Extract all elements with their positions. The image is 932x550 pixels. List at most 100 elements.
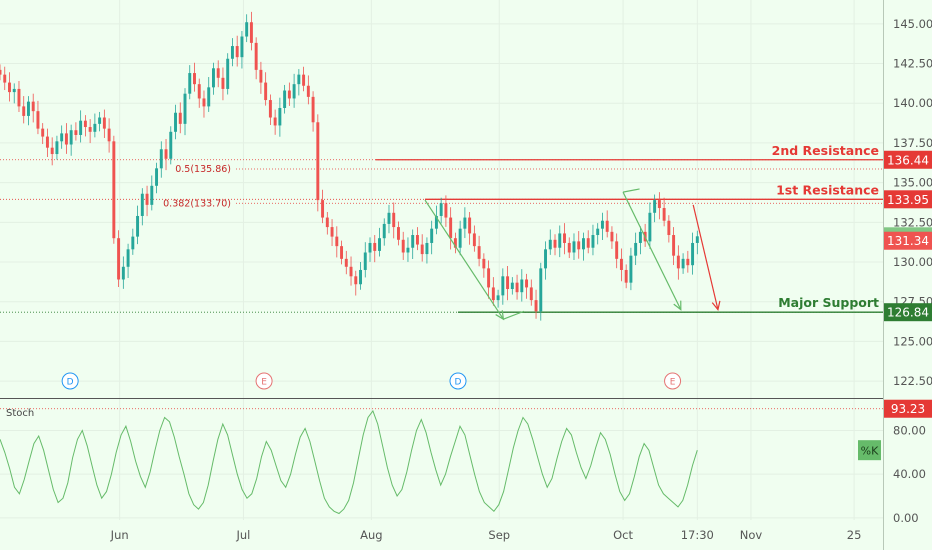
candle-body: [221, 77, 225, 89]
candle-body: [558, 233, 562, 248]
candle-body: [619, 258, 623, 270]
candle-body: [264, 82, 268, 101]
candle-body: [657, 200, 661, 209]
candle-body: [458, 228, 462, 248]
time-tick-label: 25: [847, 528, 862, 542]
event-marker: [664, 372, 682, 390]
price-tick-label: 122.50: [893, 374, 932, 388]
pattern-leg: [622, 188, 640, 193]
candle-body: [406, 247, 410, 253]
price-tick-label: 132.50: [893, 215, 932, 229]
price-tick-label: 135.00: [893, 176, 932, 190]
candle-body: [79, 120, 83, 135]
candle-body: [638, 231, 642, 243]
pattern-arrow-1-shaft: [424, 199, 504, 320]
candle-body: [112, 141, 116, 239]
candle-body: [553, 239, 557, 248]
candle-body: [36, 111, 40, 129]
candle-body: [240, 36, 244, 58]
price-tick-label: 130.00: [893, 255, 932, 269]
event-marker: [449, 372, 467, 390]
candle-body: [230, 46, 234, 59]
candle-body: [316, 122, 320, 201]
candle-body: [510, 282, 514, 290]
fib-label: 0.382(133.70): [163, 198, 231, 209]
candle-body: [183, 93, 187, 124]
candle-body: [150, 185, 154, 205]
fib-label: 0.5(135.86): [175, 164, 231, 175]
candle-body: [107, 128, 111, 142]
candle-body: [131, 236, 135, 250]
candle-body: [278, 107, 282, 126]
candle-body: [321, 200, 325, 218]
candle-body: [17, 88, 21, 107]
candle-body: [178, 112, 182, 124]
fib-lines: 0.5(135.86) 0.382(133.70): [163, 164, 883, 209]
level-price-tag-bg: [884, 303, 932, 322]
candle-body: [463, 217, 467, 229]
level-label: Major Support: [778, 295, 879, 310]
candle-body: [577, 241, 581, 250]
candle-body: [31, 101, 35, 112]
level-label: 2nd Resistance: [772, 143, 879, 158]
candle-body: [202, 98, 206, 107]
stoch-tick-label: 40.00: [893, 467, 926, 481]
candle-body: [572, 241, 576, 253]
candle-body: [306, 85, 310, 97]
candle-body: [235, 46, 239, 58]
candle-body: [520, 279, 524, 293]
candle-body: [22, 106, 26, 116]
candle-body: [297, 74, 301, 85]
stoch-k-badge-text: %K: [861, 445, 879, 458]
candle-body: [302, 74, 306, 86]
candle-body: [259, 69, 263, 83]
candle-body: [245, 22, 249, 37]
event-marker: [255, 372, 273, 390]
candle-body: [359, 269, 362, 285]
candle-body: [249, 22, 253, 43]
candle-body: [188, 73, 192, 94]
stoch-label: Stoch: [6, 408, 34, 419]
last-price-tag-bg: [884, 231, 932, 250]
candle-body: [434, 215, 438, 229]
price-tick-label: 125.00: [893, 334, 932, 348]
stoch-level-tag-bg: [884, 399, 932, 418]
candle-body: [449, 217, 453, 239]
candle-body: [529, 287, 533, 301]
candle-body: [544, 249, 547, 269]
stoch-level-tag-text: 93.23: [891, 402, 925, 416]
candle-body: [477, 246, 481, 259]
candle-body: [363, 252, 367, 270]
candle-body: [525, 279, 529, 288]
candle-body: [681, 258, 685, 269]
candle-body: [8, 82, 11, 93]
level-price-tag-bg: [884, 190, 932, 209]
candle-body: [392, 212, 396, 228]
pattern-arrow-2-shaft: [622, 191, 682, 310]
event-marker-label: E: [670, 378, 676, 388]
candle-body: [676, 255, 680, 269]
stoch-k-line: [0, 409, 698, 515]
candle-body: [169, 131, 173, 159]
candle-body: [74, 130, 78, 135]
candle-body: [273, 117, 277, 126]
price-tick-label: 140.00: [893, 96, 932, 110]
pattern-arrow-2-head: [673, 300, 682, 311]
candle-body: [534, 300, 538, 312]
candle-body: [207, 87, 211, 107]
candle-body: [629, 255, 633, 283]
candle-body: [482, 258, 486, 269]
projection-arrow-head: [711, 300, 721, 312]
candle-body: [254, 42, 258, 70]
level-label: 1st Resistance: [776, 182, 879, 197]
candle-body: [164, 149, 168, 159]
candle-body: [425, 242, 429, 255]
candle-body: [145, 193, 149, 205]
candle-body: [373, 242, 377, 251]
candle-body: [387, 212, 391, 224]
stochastic-pane: Stoch: [0, 408, 883, 515]
candle-body: [117, 238, 121, 280]
candle-body: [55, 141, 59, 155]
